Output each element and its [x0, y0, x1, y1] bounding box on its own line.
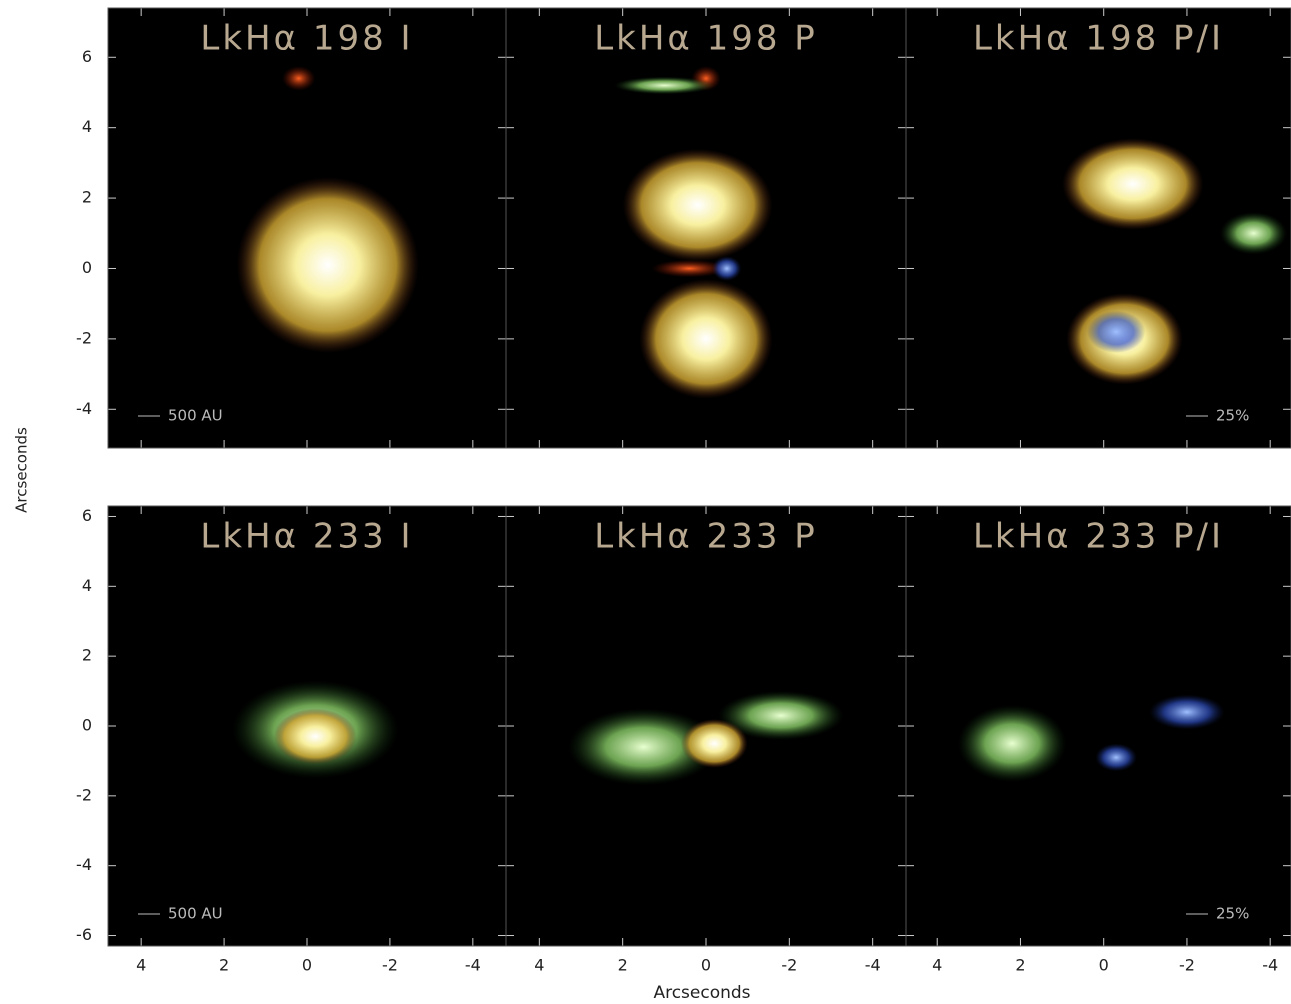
image-feature: [282, 66, 315, 91]
panel: LkHα 233 P: [506, 506, 906, 946]
image-feature: [274, 709, 357, 765]
x-tick-label: -2: [1179, 956, 1195, 975]
scale-label: 500 AU: [168, 407, 223, 425]
image-feature: [1149, 695, 1224, 730]
y-tick-label: -4: [76, 855, 92, 874]
image-feature: [681, 719, 748, 768]
panel: LkHα 198 P: [506, 8, 906, 448]
y-tick-label: 6: [82, 47, 92, 66]
panel-title: LkHα 233 I: [200, 517, 413, 557]
image-feature: [1062, 138, 1204, 230]
panel-title: LkHα 198 P/I: [973, 19, 1224, 59]
x-tick-label: 0: [302, 956, 312, 975]
x-tick-label: -4: [465, 956, 481, 975]
panel-title: LkHα 198 P: [594, 19, 818, 59]
image-feature: [712, 256, 741, 281]
x-axis-label: Arcseconds: [653, 983, 750, 1003]
y-axis-label: Arcseconds: [13, 427, 31, 513]
y-tick-label: 4: [82, 117, 92, 136]
x-tick-label: 2: [1015, 956, 1025, 975]
scale-label: 25%: [1216, 407, 1249, 425]
image-feature: [623, 149, 773, 262]
panel: LkHα 233 I 500 AU: [108, 506, 506, 946]
image-feature: [958, 705, 1066, 782]
panel: LkHα 233 P/I 25%: [906, 506, 1291, 946]
x-tick-label: 2: [618, 956, 628, 975]
image-feature: [1095, 743, 1137, 771]
y-tick-label: 6: [82, 506, 92, 525]
x-tick-label: -4: [865, 956, 881, 975]
image-feature: [614, 77, 714, 95]
y-tick-label: -2: [76, 785, 92, 804]
scale-label: 25%: [1216, 905, 1249, 923]
y-tick-label: 4: [82, 576, 92, 595]
panel: LkHα 198 P/I 25%: [906, 8, 1291, 448]
scale-label: 500 AU: [168, 905, 223, 923]
panel-background: [906, 506, 1291, 946]
y-tick-label: -6: [76, 925, 92, 944]
panel: LkHα 198 I 500 AU: [108, 8, 506, 448]
x-tick-label: -4: [1262, 956, 1278, 975]
y-tick-label: -4: [76, 399, 92, 418]
x-tick-label: 4: [932, 956, 942, 975]
x-tick-label: -2: [382, 956, 398, 975]
y-tick-label: 0: [82, 258, 92, 277]
y-tick-label: -2: [76, 328, 92, 347]
x-tick-label: -2: [781, 956, 797, 975]
panel-title: LkHα 233 P: [594, 517, 818, 557]
image-feature: [1087, 311, 1145, 353]
image-feature: [1220, 212, 1287, 254]
y-tick-label: 0: [82, 716, 92, 735]
image-feature: [237, 177, 419, 353]
panel-title: LkHα 233 P/I: [973, 517, 1224, 557]
y-tick-label: 2: [82, 188, 92, 207]
page: Arcseconds Arcseconds LkHα 198 I 500 AU -4…: [0, 0, 1291, 1004]
x-tick-label: 2: [219, 956, 229, 975]
x-tick-label: 0: [1099, 956, 1109, 975]
x-tick-label: 0: [701, 956, 711, 975]
panel-title: LkHα 198 I: [200, 19, 413, 59]
y-tick-label: 2: [82, 646, 92, 665]
image-feature: [639, 279, 772, 399]
figure: Arcseconds Arcseconds LkHα 198 I 500 AU -4…: [0, 0, 1291, 1004]
x-tick-label: 4: [136, 956, 146, 975]
x-tick-label: 4: [534, 956, 544, 975]
